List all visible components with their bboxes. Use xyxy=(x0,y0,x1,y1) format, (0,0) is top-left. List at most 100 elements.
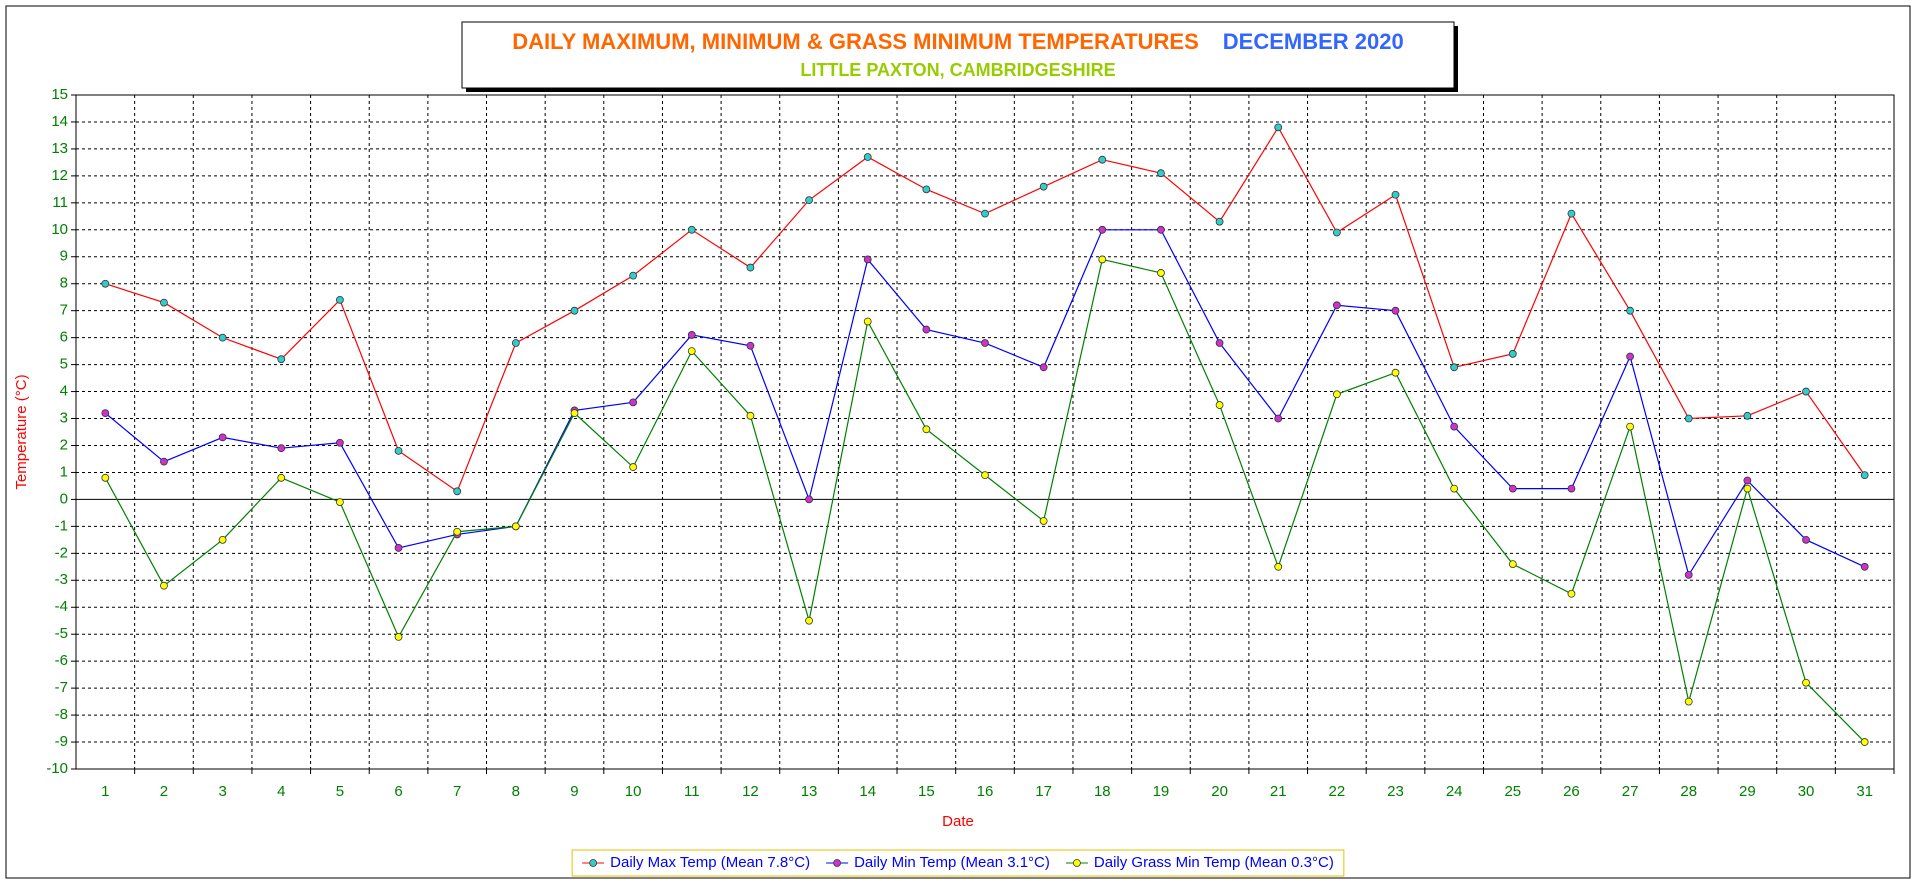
y-tick-label: 6 xyxy=(60,329,68,346)
data-point xyxy=(336,295,344,304)
data-point xyxy=(1684,697,1693,706)
data-point xyxy=(1039,182,1048,191)
data-point xyxy=(1802,535,1810,544)
legend: Daily Max Temp (Mean 7.8°C) Daily Min Tem… xyxy=(571,849,1345,877)
data-point xyxy=(1860,471,1869,480)
data-point xyxy=(1098,225,1107,234)
data-point xyxy=(1157,269,1165,277)
x-tick-label: 9 xyxy=(570,783,578,800)
data-point xyxy=(570,306,579,315)
y-tick-label: 9 xyxy=(60,248,68,265)
data-point xyxy=(101,473,110,482)
data-point xyxy=(394,446,403,455)
data-point xyxy=(1567,209,1576,218)
data-point xyxy=(863,317,872,326)
data-point xyxy=(1274,123,1283,132)
x-tick-label: 3 xyxy=(218,783,226,800)
data-point xyxy=(1626,352,1634,361)
data-point xyxy=(101,279,110,288)
x-tick-label: 11 xyxy=(684,783,700,800)
y-tick-label: -9 xyxy=(55,733,68,750)
x-tick-label: 31 xyxy=(1856,783,1873,800)
x-tick-label: 17 xyxy=(1035,783,1052,800)
data-point xyxy=(1743,411,1752,420)
data-point xyxy=(805,196,813,205)
data-point xyxy=(863,255,872,264)
y-tick-label: 1 xyxy=(60,463,68,480)
y-tick-label: 0 xyxy=(60,490,68,507)
data-point xyxy=(981,209,989,218)
data-point xyxy=(277,473,286,482)
y-tick-label: -7 xyxy=(55,679,68,696)
x-tick-label: 28 xyxy=(1680,783,1697,800)
data-point xyxy=(1098,155,1107,164)
data-point xyxy=(863,153,872,161)
y-tick-label: 12 xyxy=(51,167,68,184)
x-tick-label: 24 xyxy=(1446,783,1463,800)
x-tick-label: 4 xyxy=(277,783,285,800)
y-tick-label: 11 xyxy=(52,194,68,211)
data-point xyxy=(1215,401,1224,409)
y-tick-label: 3 xyxy=(60,409,68,426)
data-point xyxy=(1743,476,1752,485)
data-point xyxy=(570,409,579,418)
x-tick-label: 21 xyxy=(1270,783,1287,800)
data-point xyxy=(687,331,696,339)
data-point xyxy=(218,535,227,544)
data-point xyxy=(629,463,638,471)
data-point xyxy=(1391,190,1400,199)
y-tick-label: 13 xyxy=(51,140,68,157)
y-tick-label: 14 xyxy=(51,113,68,130)
data-point xyxy=(1215,217,1224,226)
x-tick-label: 25 xyxy=(1504,783,1521,800)
x-tick-label: 10 xyxy=(625,783,642,800)
y-axis-label: Temperature (°C) xyxy=(13,374,30,489)
data-point xyxy=(922,185,931,194)
y-tick-label: -6 xyxy=(55,652,68,669)
title-box xyxy=(461,21,1455,89)
legend-label: Daily Max Temp (Mean 7.8°C) xyxy=(610,854,810,871)
data-point xyxy=(511,522,520,531)
data-point xyxy=(101,409,110,418)
data-point xyxy=(1567,589,1576,598)
x-tick-label: 1 xyxy=(101,783,109,800)
legend-marker xyxy=(589,859,598,867)
data-point xyxy=(1157,169,1165,178)
x-tick-label: 5 xyxy=(336,783,344,800)
data-point xyxy=(218,333,227,342)
legend-marker xyxy=(1072,859,1081,867)
x-tick-label: 19 xyxy=(1153,783,1170,800)
data-point xyxy=(511,339,520,347)
y-tick-label: -10 xyxy=(46,760,68,777)
x-tick-label: 14 xyxy=(859,783,876,800)
y-tick-label: -2 xyxy=(55,544,68,561)
x-tick-label: 16 xyxy=(977,783,994,800)
data-point xyxy=(1508,484,1517,493)
x-tick-label: 26 xyxy=(1563,783,1580,800)
data-point xyxy=(1802,387,1810,396)
data-point xyxy=(981,471,989,480)
data-point xyxy=(805,616,813,625)
data-point xyxy=(1626,422,1634,431)
data-point xyxy=(746,341,755,350)
y-tick-label: -8 xyxy=(55,706,68,723)
legend-label: Daily Grass Min Temp (Mean 0.3°C) xyxy=(1094,854,1334,871)
data-point xyxy=(687,347,696,356)
data-point xyxy=(1450,422,1459,431)
legend-box xyxy=(571,849,1345,877)
data-point xyxy=(1626,306,1634,315)
data-point xyxy=(277,444,286,453)
data-point xyxy=(1450,363,1459,372)
data-point xyxy=(1039,517,1048,525)
x-tick-label: 2 xyxy=(160,783,168,800)
data-point xyxy=(218,433,227,442)
data-point xyxy=(1332,301,1341,310)
data-point xyxy=(629,398,638,407)
data-point xyxy=(629,271,638,280)
y-tick-label: 10 xyxy=(51,221,68,238)
data-point xyxy=(1098,255,1107,264)
x-tick-label: 13 xyxy=(801,783,818,800)
x-tick-label: 12 xyxy=(742,783,759,800)
data-point xyxy=(1215,339,1224,347)
